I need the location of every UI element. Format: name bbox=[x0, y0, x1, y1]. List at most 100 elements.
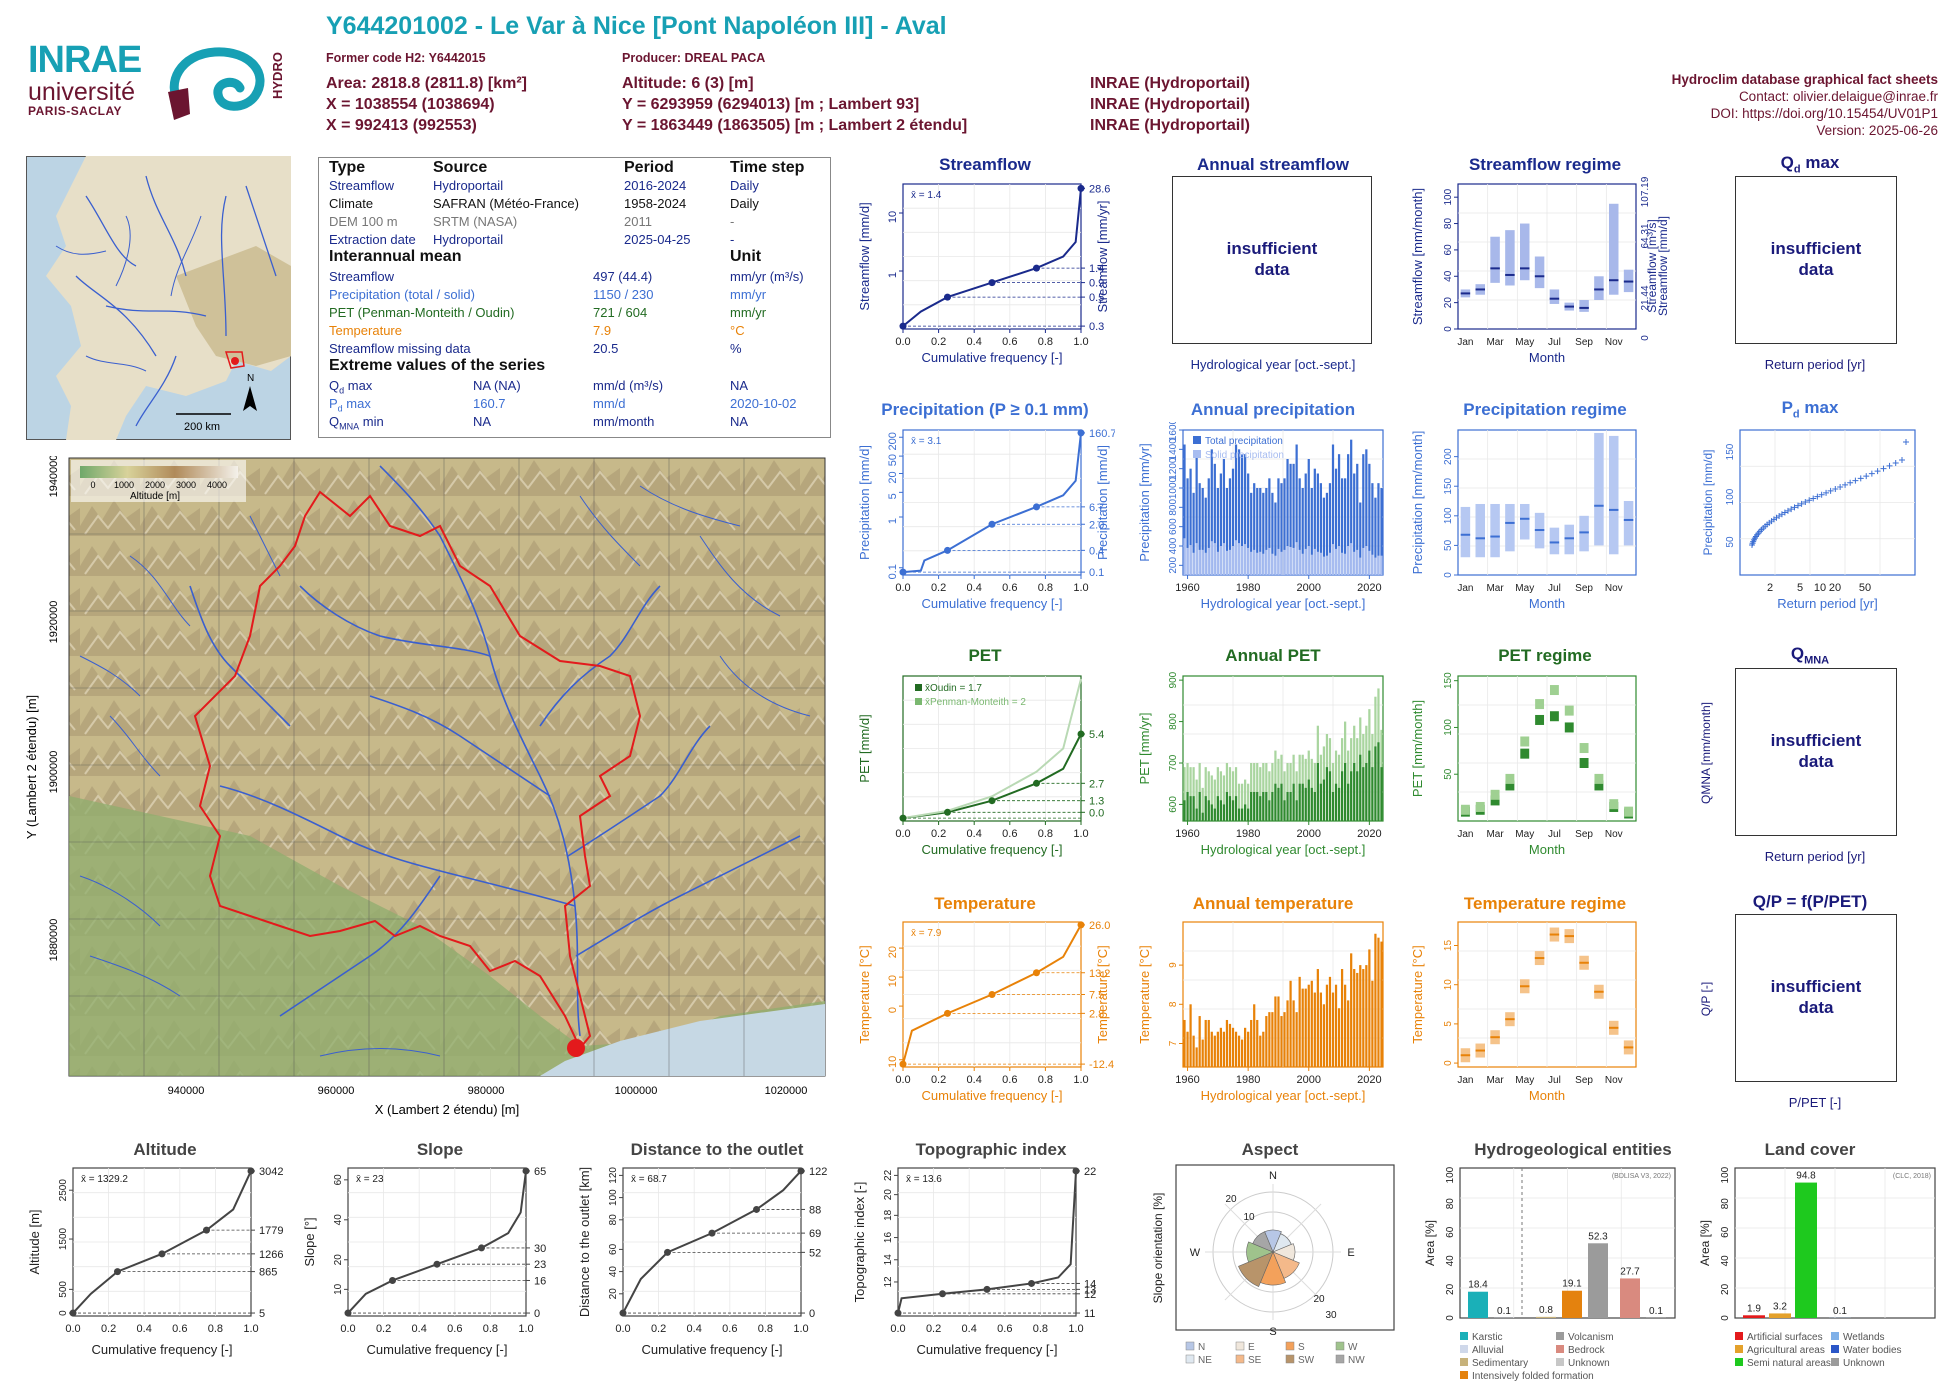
pet-regime-title: PET regime bbox=[1498, 646, 1592, 665]
bar-total bbox=[1313, 468, 1316, 575]
bar-solid bbox=[1301, 553, 1304, 575]
y-tick: 9 bbox=[1168, 962, 1179, 968]
bar-solid bbox=[1219, 546, 1222, 575]
map-x-label: X (Lambert 2 étendu) [m] bbox=[375, 1102, 520, 1117]
annual-pet-title: Annual PET bbox=[1225, 646, 1321, 665]
bar bbox=[1222, 1031, 1226, 1067]
x-tick: May bbox=[1515, 583, 1534, 594]
bar-solid bbox=[1362, 547, 1365, 575]
x-tick: 1.0 bbox=[518, 1323, 533, 1335]
quantile-box bbox=[1490, 503, 1500, 558]
x-tick: 2020 bbox=[1357, 1074, 1381, 1086]
insufficient-label: insufficient bbox=[1770, 977, 1862, 996]
scatter-point bbox=[1868, 470, 1875, 477]
y-axis-label: Slope [°] bbox=[302, 1217, 317, 1266]
bar-solid bbox=[1313, 548, 1316, 575]
quantile-box bbox=[1520, 223, 1530, 281]
left-tick: 20 bbox=[887, 946, 899, 958]
precipitation-regime-title: Precipitation regime bbox=[1463, 400, 1627, 419]
bar-oudin bbox=[1268, 800, 1271, 821]
altitude-title: Altitude bbox=[133, 1140, 197, 1159]
bar bbox=[1304, 988, 1307, 1067]
bar bbox=[1228, 1023, 1232, 1067]
left-tick: 10 bbox=[333, 1283, 344, 1295]
y-tick: 100 bbox=[1725, 488, 1736, 505]
doi-link[interactable]: DOI: https://doi.org/10.15454/UV01P1 bbox=[1710, 106, 1938, 121]
y-tick: 60 bbox=[1445, 1226, 1456, 1238]
altitude-legend: 0 1000 2000 3000 4000 Altitude [m] bbox=[71, 460, 246, 502]
mean-label: Precipitation (total / solid) bbox=[329, 287, 475, 302]
bar bbox=[1340, 969, 1344, 1067]
row-type: Extraction date bbox=[329, 232, 416, 247]
bar-solid bbox=[1344, 553, 1347, 575]
x-tick: 0.2 bbox=[651, 1323, 666, 1335]
legend-label: Unknown bbox=[1568, 1358, 1610, 1369]
right-tick: 0 bbox=[809, 1308, 815, 1320]
y-axis-label-right: Precipitation [mm/d] bbox=[1095, 445, 1110, 560]
bar-total bbox=[1195, 454, 1198, 575]
bar-total bbox=[1201, 488, 1204, 575]
y-axis-label: Streamflow [mm/month] bbox=[1410, 188, 1425, 325]
x-tick: 0.8 bbox=[1038, 828, 1053, 840]
hydrogeo-bar bbox=[1468, 1291, 1488, 1318]
x-tick: 0.0 bbox=[895, 1074, 910, 1086]
y-axis-label-right: Temperature [°C] bbox=[1095, 945, 1110, 1043]
bar-total bbox=[1265, 488, 1268, 575]
qd-max-empty: insufficient data bbox=[1735, 176, 1897, 344]
x-tick: Jul bbox=[1548, 583, 1561, 594]
y-axis-label: Slope orientation [%] bbox=[1151, 1193, 1165, 1304]
bar bbox=[1253, 1004, 1256, 1067]
bar-total bbox=[1365, 449, 1368, 575]
basin-map: 0 1000 2000 3000 4000 Altitude [m] 94000… bbox=[24, 456, 826, 1117]
bar-total bbox=[1271, 492, 1274, 575]
pet_regime-chart: Jan Mar May Jul Sep Nov 50 100 150 Month PET [mm/m… bbox=[1410, 672, 1637, 857]
x-tick: 2000 bbox=[1297, 828, 1321, 840]
bar-total bbox=[1322, 497, 1326, 575]
bar-penman bbox=[1216, 767, 1219, 821]
bar-solid bbox=[1247, 547, 1250, 575]
x-tick: 0.6 bbox=[1002, 336, 1017, 348]
bar-oudin bbox=[1210, 804, 1213, 821]
aspect-slice bbox=[1252, 1231, 1274, 1253]
legend-label: Total precipitation bbox=[1205, 436, 1283, 447]
bar-oudin bbox=[1228, 796, 1232, 821]
bar-total bbox=[1192, 492, 1195, 575]
bar-total bbox=[1247, 473, 1250, 575]
pd-max-label: Pd max bbox=[329, 396, 371, 414]
row-step: Daily bbox=[730, 178, 759, 193]
penman-box bbox=[1624, 806, 1634, 817]
bar-total bbox=[1377, 483, 1380, 575]
row-period: 2016-2024 bbox=[624, 178, 687, 193]
north-arrow-icon bbox=[243, 386, 257, 411]
oudin-box bbox=[1535, 714, 1545, 725]
contact[interactable]: Contact: olivier.delaigue@inrae.fr bbox=[1738, 89, 1938, 104]
bar-solid bbox=[1268, 547, 1271, 575]
scatter-point bbox=[1806, 497, 1813, 504]
y-tick: 150 bbox=[1725, 443, 1736, 460]
x-tick: 1.0 bbox=[1073, 582, 1088, 594]
quantile-box bbox=[1475, 503, 1485, 558]
bar bbox=[1204, 1019, 1207, 1067]
scatter-point bbox=[1886, 462, 1893, 469]
x-tick: 10 bbox=[1814, 582, 1826, 594]
scatter-point bbox=[1874, 468, 1881, 475]
y-axis-label: Temperature [°C] bbox=[1137, 945, 1152, 1043]
mean-unit: mm/yr bbox=[730, 305, 767, 320]
qmna-min-label: QMNA min bbox=[329, 414, 384, 432]
x-lambert2e: X = 992413 (992553) bbox=[326, 117, 477, 134]
bar bbox=[1380, 941, 1383, 1067]
x-tick: 0.4 bbox=[967, 582, 982, 594]
bar-oudin bbox=[1334, 783, 1338, 821]
bar bbox=[1247, 1031, 1250, 1067]
bar bbox=[1213, 1035, 1216, 1067]
bar-oudin bbox=[1280, 783, 1283, 821]
quantile-box bbox=[1594, 432, 1604, 546]
x-tick: Nov bbox=[1605, 337, 1623, 348]
bar bbox=[1374, 933, 1377, 1067]
bar-oudin bbox=[1265, 792, 1268, 821]
quantile-box bbox=[1549, 289, 1560, 304]
bar-value: 3.2 bbox=[1773, 1301, 1787, 1312]
y-tick: 200 bbox=[1168, 557, 1179, 574]
bar-penman bbox=[1195, 779, 1198, 821]
bar-solid bbox=[1325, 555, 1329, 575]
